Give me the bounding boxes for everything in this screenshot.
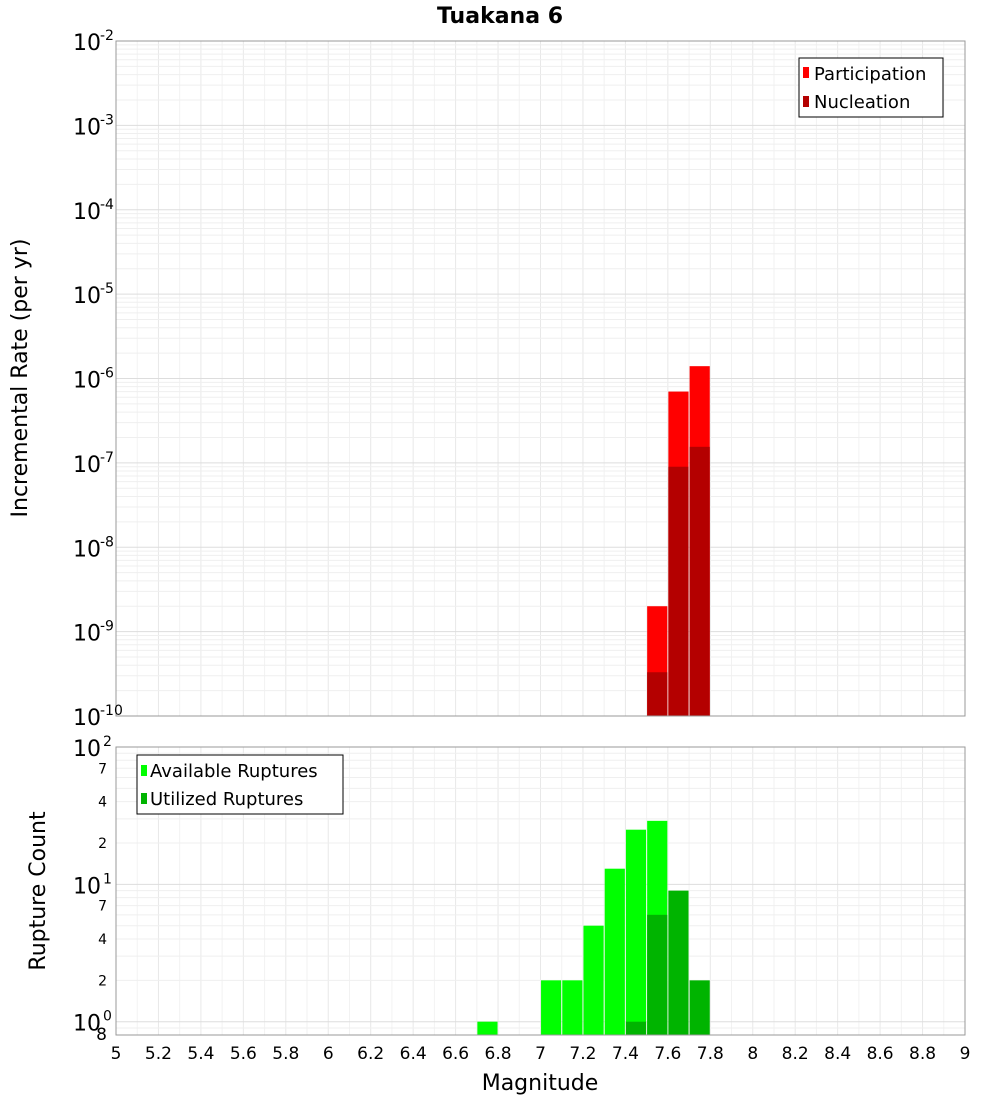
top-y-tick-label: 10 <box>73 31 101 56</box>
top-y-tick-exponent: -8 <box>100 534 114 550</box>
top-bar-nucleation <box>647 672 668 716</box>
legend-swatch-utilized <box>141 793 147 804</box>
top-plot-bars <box>647 366 710 716</box>
legend-label-available: Available Ruptures <box>150 761 318 782</box>
bottom-plot-bars <box>477 820 710 1035</box>
x-tick-label: 5.4 <box>187 1044 214 1064</box>
x-tick-label: 5 <box>111 1044 122 1064</box>
top-bar-nucleation <box>668 466 689 716</box>
top-y-tick-label: 10 <box>73 537 101 562</box>
x-tick-label: 8.2 <box>782 1044 809 1064</box>
top-y-tick-exponent: -2 <box>100 28 114 44</box>
bottom-y-minor-tick-label: 2 <box>98 973 107 989</box>
top-legend: Participation Nucleation <box>798 57 944 118</box>
bottom-bar-utilized-ruptures <box>668 890 689 1035</box>
bottom-bar-available-ruptures <box>604 868 625 1035</box>
top-y-tick-label: 10 <box>73 369 101 394</box>
top-y-tick-exponent: -4 <box>100 197 114 213</box>
legend-label-nucleation: Nucleation <box>814 92 910 113</box>
x-ticks: 5 5.2 5.4 5.6 5.8 6 6.2 6.4 6.6 6.8 7 7.2 7.4 7.6 7.8 8… <box>111 1044 971 1064</box>
top-y-tick-exponent: -7 <box>100 450 114 466</box>
x-tick-label: 6.2 <box>357 1044 384 1064</box>
x-tick-label: 6.4 <box>400 1044 427 1064</box>
bottom-plot-frame <box>115 746 966 1036</box>
x-tick-label: 8.4 <box>824 1044 851 1064</box>
bottom-y-minor-tick-label: 7 <box>98 761 107 777</box>
bottom-y-minor-tick-label: 4 <box>98 932 107 948</box>
bottom-bar-available-ruptures <box>562 980 583 1035</box>
legend-label-participation: Participation <box>814 64 926 85</box>
bottom-legend-box <box>136 754 344 815</box>
top-y-tick-label: 10 <box>73 706 101 731</box>
bottom-y-tick-exponent: 0 <box>103 1009 112 1025</box>
top-y-tick-exponent: -9 <box>100 619 114 635</box>
bottom-y-minor-tick-label: 2 <box>98 836 107 852</box>
top-y-tick-exponent: -5 <box>100 281 114 297</box>
bottom-bar-utilized-ruptures <box>625 1021 647 1035</box>
x-tick-label: 9 <box>960 1044 971 1064</box>
bottom-y-tick-label: 10 <box>73 1012 101 1037</box>
legend-swatch-nucleation <box>803 96 809 107</box>
top-plot-grid <box>115 41 966 717</box>
legend-swatch-available <box>141 765 147 776</box>
x-tick-label: 8.6 <box>867 1044 894 1064</box>
top-y-axis-title: Incremental Rate (per yr) <box>8 239 33 518</box>
x-tick-label: 7.6 <box>654 1044 681 1064</box>
legend-label-utilized: Utilized Ruptures <box>150 789 303 810</box>
top-legend-box <box>798 57 944 118</box>
bottom-y-tick-exponent: 2 <box>103 734 112 750</box>
top-y-tick-label: 10 <box>73 115 101 140</box>
top-y-tick-exponent: -3 <box>100 112 114 128</box>
bottom-y-axis-title: Rupture Count <box>26 811 51 971</box>
x-tick-label: 7.2 <box>569 1044 596 1064</box>
x-tick-label: 7.4 <box>612 1044 639 1064</box>
x-tick-label: 6 <box>323 1044 334 1064</box>
bottom-y-minor-tick-label: 8 <box>96 1025 107 1045</box>
bottom-legend: Available Ruptures Utilized Ruptures <box>136 754 344 815</box>
top-y-tick-label: 10 <box>73 622 101 647</box>
x-tick-label: 6.6 <box>442 1044 469 1064</box>
bottom-y-tick-label: 10 <box>73 737 101 762</box>
x-tick-label: 7 <box>535 1044 546 1064</box>
x-tick-label: 8 <box>747 1044 758 1064</box>
bottom-y-minor-tick-label: 7 <box>98 899 107 915</box>
bottom-bar-available-ruptures <box>583 925 604 1035</box>
bottom-bar-available-ruptures <box>625 829 647 1035</box>
bottom-y-minor-tick-label: 4 <box>98 795 107 811</box>
top-y-tick-label: 10 <box>73 453 101 478</box>
top-y-tick-label: 10 <box>73 284 101 309</box>
bottom-bar-available-ruptures <box>541 980 562 1035</box>
bottom-y-tick-exponent: 1 <box>103 871 112 887</box>
top-y-tick-exponent: -10 <box>100 703 123 719</box>
bottom-bar-utilized-ruptures <box>647 914 668 1035</box>
x-tick-label: 6.8 <box>485 1044 512 1064</box>
bottom-bar-utilized-ruptures <box>689 980 710 1035</box>
x-tick-label: 7.8 <box>697 1044 724 1064</box>
x-tick-label: 5.8 <box>272 1044 299 1064</box>
top-y-tick-label: 10 <box>73 200 101 225</box>
x-tick-label: 8.8 <box>909 1044 936 1064</box>
legend-swatch-participation <box>803 67 809 78</box>
x-axis-title: Magnitude <box>482 1071 599 1096</box>
x-tick-label: 5.2 <box>145 1044 172 1064</box>
top-plot-frame <box>115 40 966 717</box>
top-bar-nucleation <box>689 446 710 716</box>
chart-title: Tuakana 6 <box>437 4 563 29</box>
bottom-y-tick-label: 10 <box>73 874 101 899</box>
x-tick-label: 5.6 <box>230 1044 257 1064</box>
bottom-bar-available-ruptures <box>477 1021 498 1035</box>
top-y-tick-exponent: -6 <box>100 366 114 382</box>
